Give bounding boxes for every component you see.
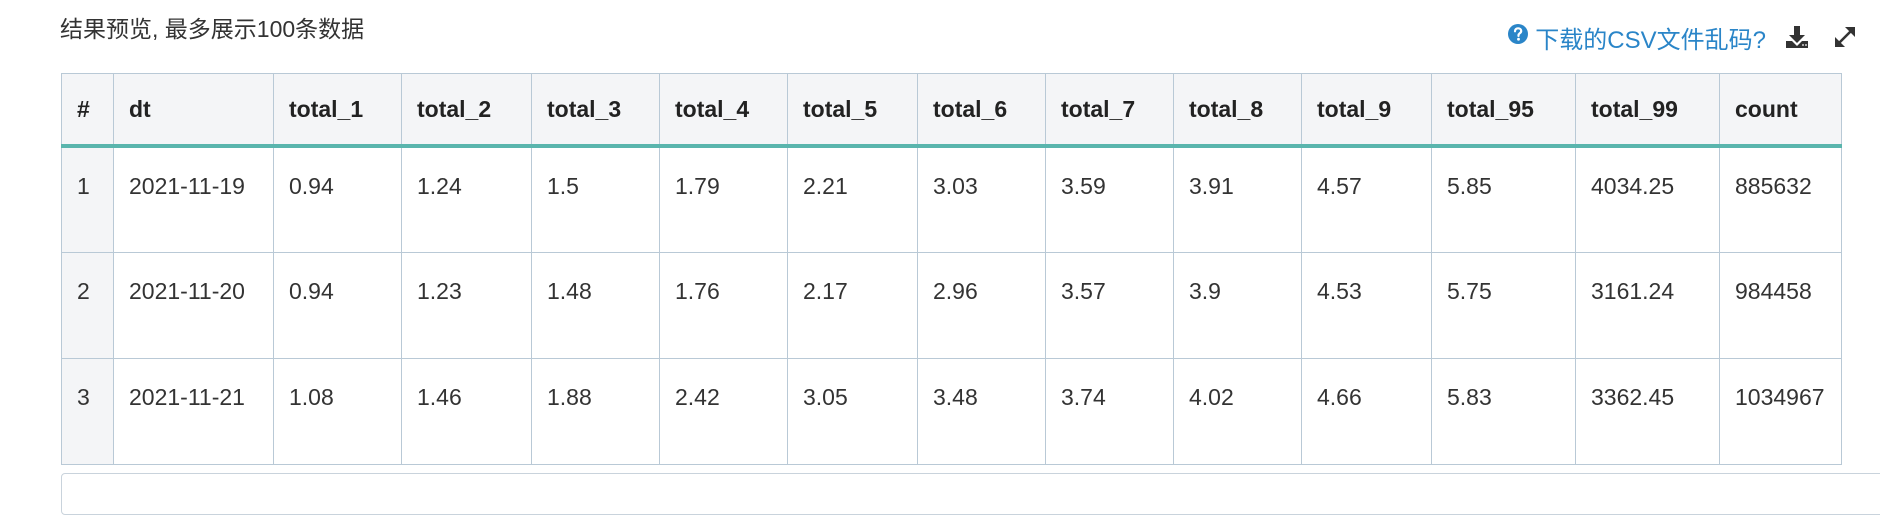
table-cell: 3.57 — [1045, 251, 1174, 359]
table-cell: 1.46 — [401, 357, 532, 465]
download-button[interactable] — [1780, 20, 1814, 54]
table-cell: 0.94 — [273, 145, 402, 253]
table-cell: 1.23 — [401, 251, 532, 359]
csv-encoding-help-label: 下载的CSV文件乱码? — [1535, 26, 1766, 54]
table-cell: 3161.24 — [1575, 251, 1720, 359]
table-cell: 3.48 — [917, 357, 1046, 465]
table-cell: 1.76 — [659, 251, 788, 359]
table-row: 2 2021-11-20 0.94 1.23 1.48 1.76 2.17 2.… — [61, 251, 1842, 359]
row-number-cell: 3 — [61, 357, 114, 465]
table-cell: 1.79 — [659, 145, 788, 253]
table-cell: 5.85 — [1431, 145, 1576, 253]
column-header[interactable]: # — [61, 73, 114, 148]
column-header[interactable]: total_3 — [531, 73, 660, 148]
table-cell: 1.08 — [273, 357, 402, 465]
download-icon — [1784, 24, 1810, 50]
fullscreen-button[interactable] — [1828, 20, 1862, 54]
table-cell: 3.91 — [1173, 145, 1302, 253]
result-table-container: # dt total_1 total_2 total_3 total_4 tot… — [61, 73, 1842, 465]
column-header[interactable]: total_6 — [917, 73, 1046, 148]
result-preview-panel: 结果预览, 最多展示100条数据 下载的CSV文件乱码? — [60, 16, 1880, 515]
table-cell: 2.21 — [787, 145, 918, 253]
column-header[interactable]: count — [1719, 73, 1842, 148]
row-number-cell: 1 — [61, 145, 114, 253]
column-header[interactable]: total_8 — [1173, 73, 1302, 148]
table-cell: 3.59 — [1045, 145, 1174, 253]
table-cell: 2021-11-19 — [113, 145, 274, 253]
table-cell: 1.5 — [531, 145, 660, 253]
table-cell: 984458 — [1719, 251, 1842, 359]
table-cell: 2.17 — [787, 251, 918, 359]
preview-toolbar: 下载的CSV文件乱码? — [1507, 20, 1862, 54]
table-cell: 1.24 — [401, 145, 532, 253]
table-cell: 3.03 — [917, 145, 1046, 253]
question-circle-icon — [1507, 23, 1529, 52]
table-header-row: # dt total_1 total_2 total_3 total_4 tot… — [61, 73, 1842, 148]
expand-icon — [1832, 24, 1858, 50]
column-header[interactable]: dt — [113, 73, 274, 148]
table-cell: 5.83 — [1431, 357, 1576, 465]
table-cell: 3.05 — [787, 357, 918, 465]
column-header[interactable]: total_95 — [1431, 73, 1576, 148]
table-cell: 3362.45 — [1575, 357, 1720, 465]
table-cell: 1034967 — [1719, 357, 1842, 465]
column-header[interactable]: total_4 — [659, 73, 788, 148]
csv-encoding-help-link[interactable]: 下载的CSV文件乱码? — [1507, 20, 1766, 55]
table-cell: 1.88 — [531, 357, 660, 465]
column-header[interactable]: total_7 — [1045, 73, 1174, 148]
column-header[interactable]: total_9 — [1301, 73, 1432, 148]
column-header[interactable]: total_1 — [273, 73, 402, 148]
table-cell: 4.57 — [1301, 145, 1432, 253]
table-cell: 0.94 — [273, 251, 402, 359]
table-cell: 4.02 — [1173, 357, 1302, 465]
table-cell: 885632 — [1719, 145, 1842, 253]
table-cell: 2021-11-20 — [113, 251, 274, 359]
preview-title: 结果预览, 最多展示100条数据 — [60, 16, 365, 42]
column-header[interactable]: total_5 — [787, 73, 918, 148]
table-cell: 5.75 — [1431, 251, 1576, 359]
table-cell: 2.96 — [917, 251, 1046, 359]
next-panel-edge — [61, 473, 1880, 515]
table-cell: 3.9 — [1173, 251, 1302, 359]
table-cell: 3.74 — [1045, 357, 1174, 465]
table-cell: 4.53 — [1301, 251, 1432, 359]
table-cell: 2021-11-21 — [113, 357, 274, 465]
table-cell: 4034.25 — [1575, 145, 1720, 253]
table-row: 3 2021-11-21 1.08 1.46 1.88 2.42 3.05 3.… — [61, 357, 1842, 465]
table-cell: 4.66 — [1301, 357, 1432, 465]
result-table: # dt total_1 total_2 total_3 total_4 tot… — [61, 73, 1842, 465]
column-header[interactable]: total_2 — [401, 73, 532, 148]
table-cell: 2.42 — [659, 357, 788, 465]
column-header[interactable]: total_99 — [1575, 73, 1720, 148]
row-number-cell: 2 — [61, 251, 114, 359]
table-cell: 1.48 — [531, 251, 660, 359]
table-row: 1 2021-11-19 0.94 1.24 1.5 1.79 2.21 3.0… — [61, 145, 1842, 253]
